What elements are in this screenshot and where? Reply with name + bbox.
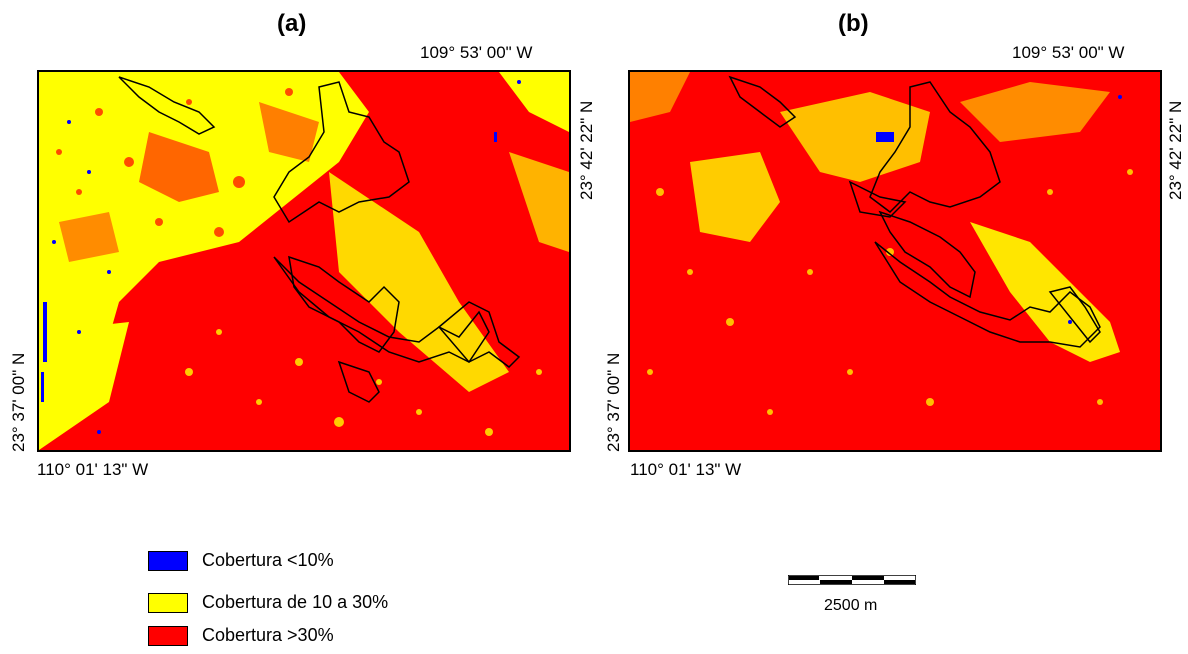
legend-item-mid: Cobertura de 10 a 30%: [148, 592, 388, 613]
panel-b-bottom-left-coord: 110° 01' 13" W: [630, 460, 742, 479]
panel-a-left-coord: 23° 37' 00" N: [9, 352, 28, 452]
panel-b-label: (b): [838, 10, 869, 37]
map-panel-b: [628, 70, 1162, 452]
legend-label-mid: Cobertura de 10 a 30%: [202, 592, 389, 612]
scale-bar: [788, 575, 916, 585]
legend-label-low: Cobertura <10%: [202, 550, 334, 570]
map-a-raster: [39, 72, 569, 450]
panel-a-right-coord: 23° 42' 22" N: [577, 100, 596, 200]
panel-a-top-right-coord: 109° 53' 00" W: [420, 43, 533, 62]
legend-swatch-low: [148, 550, 188, 571]
legend-swatch-mid: [148, 592, 188, 613]
map-b-raster: [630, 72, 1160, 450]
panel-a-label: (a): [277, 10, 307, 37]
panel-b-right-coord: 23° 42' 22" N: [1166, 100, 1185, 200]
panel-a-bottom-left-coord: 110° 01' 13" W: [37, 460, 149, 479]
legend-label-high: Cobertura >30%: [202, 625, 334, 645]
scale-label: 2500 m: [824, 597, 878, 614]
panel-b-left-coord: 23° 37' 00" N: [604, 352, 623, 452]
legend-swatch-high: [148, 625, 188, 646]
legend-item-low: Cobertura <10%: [148, 550, 334, 571]
legend-item-high: Cobertura >30%: [148, 625, 334, 646]
panel-b-top-right-coord: 109° 53' 00" W: [1012, 43, 1125, 62]
map-panel-a: [37, 70, 571, 452]
